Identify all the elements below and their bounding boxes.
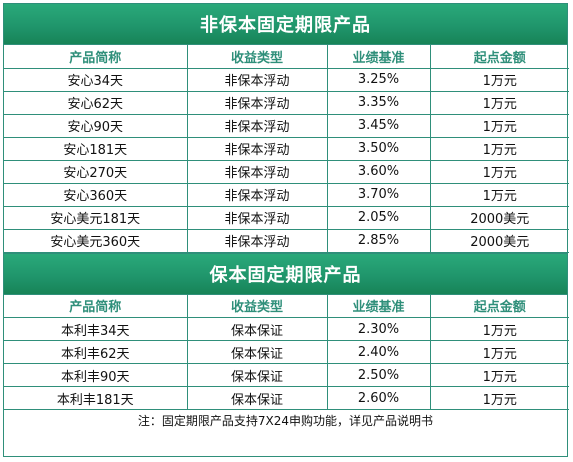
product-name: 安心181天 [4, 136, 188, 161]
table-row: 安心270天 非保本浮动 3.60% 1万元 [4, 159, 569, 184]
min-amount: 1万元 [429, 67, 569, 92]
min-amount: 1万元 [429, 136, 569, 161]
column-header-benchmark: 业绩基准 [326, 45, 431, 69]
return-type: 非保本浮动 [186, 182, 328, 207]
table-row: 安心360天 非保本浮动 3.70% 1万元 [4, 182, 569, 207]
column-header-min-amount: 起点金额 [429, 294, 569, 318]
benchmark-rate: 3.50% [326, 136, 431, 161]
min-amount: 2000美元 [429, 205, 569, 230]
table-row: 安心181天 非保本浮动 3.50% 1万元 [4, 136, 569, 161]
benchmark-rate: 3.60% [326, 159, 431, 184]
column-header-return-type: 收益类型 [186, 45, 328, 69]
return-type: 非保本浮动 [186, 67, 328, 92]
benchmark-rate: 2.60% [326, 386, 431, 410]
min-amount: 1万元 [429, 386, 569, 410]
table-row: 本利丰62天 保本保证 2.40% 1万元 [4, 340, 569, 364]
column-header-product-name: 产品简称 [4, 45, 188, 69]
min-amount: 1万元 [429, 340, 569, 364]
product-table: 产品简称 收益类型 业绩基准 起点金额 安心34天 非保本浮动 3.25% 1万… [4, 45, 569, 253]
return-type: 保本保证 [186, 317, 328, 341]
product-name: 安心270天 [4, 159, 188, 184]
product-name: 安心360天 [4, 182, 188, 207]
return-type: 非保本浮动 [186, 113, 328, 138]
min-amount: 1万元 [429, 90, 569, 115]
column-header-return-type: 收益类型 [186, 294, 328, 318]
product-name: 安心34天 [4, 67, 188, 92]
benchmark-rate: 2.30% [326, 317, 431, 341]
min-amount: 1万元 [429, 159, 569, 184]
product-name: 安心90天 [4, 113, 188, 138]
benchmark-rate: 2.85% [326, 228, 431, 253]
column-header-min-amount: 起点金额 [429, 45, 569, 69]
benchmark-rate: 3.25% [326, 67, 431, 92]
return-type: 非保本浮动 [186, 205, 328, 230]
return-type: 保本保证 [186, 340, 328, 364]
table-header-row: 产品简称 收益类型 业绩基准 起点金额 [4, 45, 569, 69]
benchmark-rate: 3.35% [326, 90, 431, 115]
return-type: 保本保证 [186, 363, 328, 387]
benchmark-rate: 3.45% [326, 113, 431, 138]
product-name: 本利丰181天 [4, 386, 188, 410]
return-type: 非保本浮动 [186, 90, 328, 115]
return-type: 非保本浮动 [186, 228, 328, 253]
return-type: 非保本浮动 [186, 159, 328, 184]
table-row: 本利丰34天 保本保证 2.30% 1万元 [4, 317, 569, 341]
return-type: 非保本浮动 [186, 136, 328, 161]
min-amount: 1万元 [429, 317, 569, 341]
product-table: 产品简称 收益类型 业绩基准 起点金额 本利丰34天 保本保证 2.30% 1万… [4, 294, 569, 410]
section-title: 保本固定期限产品 [4, 252, 567, 295]
return-type: 保本保证 [186, 386, 328, 410]
footnote: 注：固定期限产品支持7X24申购功能，详见产品说明书 [137, 414, 434, 428]
benchmark-rate: 2.50% [326, 363, 431, 387]
benchmark-rate: 2.05% [326, 205, 431, 230]
column-header-benchmark: 业绩基准 [326, 294, 431, 318]
product-name: 本利丰34天 [4, 317, 188, 341]
product-name: 本利丰90天 [4, 363, 188, 387]
table-row: 安心62天 非保本浮动 3.35% 1万元 [4, 90, 569, 115]
table-row: 安心90天 非保本浮动 3.45% 1万元 [4, 113, 569, 138]
section-title: 非保本固定期限产品 [4, 4, 567, 45]
table-header-row: 产品简称 收益类型 业绩基准 起点金额 [4, 294, 569, 318]
table-row: 安心34天 非保本浮动 3.25% 1万元 [4, 67, 569, 92]
product-name: 本利丰62天 [4, 340, 188, 364]
table-row: 本利丰181天 保本保证 2.60% 1万元 [4, 386, 569, 410]
column-header-product-name: 产品简称 [4, 294, 188, 318]
table-row: 安心美元360天 非保本浮动 2.85% 2000美元 [4, 228, 569, 253]
min-amount: 1万元 [429, 182, 569, 207]
benchmark-rate: 3.70% [326, 182, 431, 207]
table-row: 本利丰90天 保本保证 2.50% 1万元 [4, 363, 569, 387]
product-rate-sheet: 非保本固定期限产品 产品简称 收益类型 业绩基准 起点金额 安心34天 非保本浮… [3, 3, 569, 457]
min-amount: 1万元 [429, 113, 569, 138]
min-amount: 1万元 [429, 363, 569, 387]
product-name: 安心62天 [4, 90, 188, 115]
benchmark-rate: 2.40% [326, 340, 431, 364]
product-name: 安心美元360天 [4, 228, 188, 253]
table-row: 安心美元181天 非保本浮动 2.05% 2000美元 [4, 205, 569, 230]
min-amount: 2000美元 [429, 228, 569, 253]
product-name: 安心美元181天 [4, 205, 188, 230]
